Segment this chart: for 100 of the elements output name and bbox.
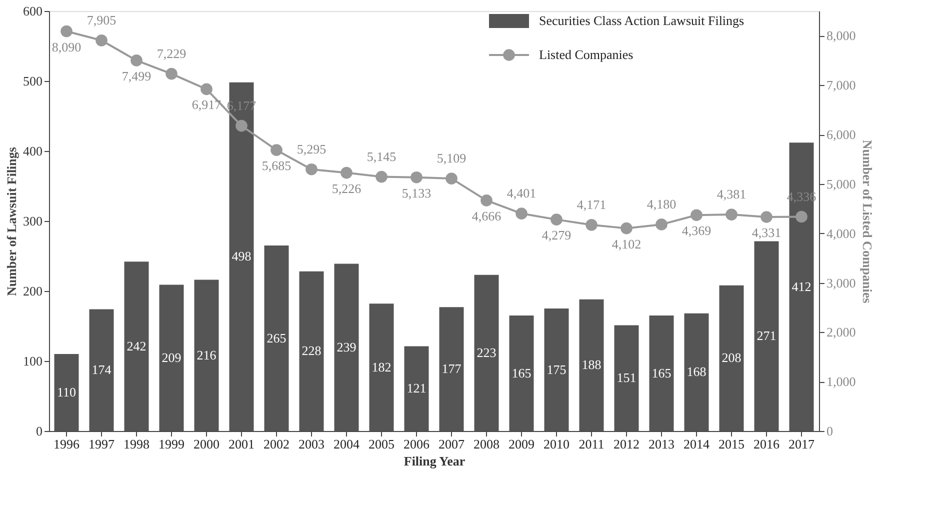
bar <box>544 308 569 431</box>
data-label: 168 <box>686 364 706 380</box>
bar <box>124 262 149 431</box>
point <box>656 218 668 230</box>
point <box>410 171 422 184</box>
y-tick-label: 300 <box>23 214 42 228</box>
data-label: 239 <box>336 339 356 354</box>
x-tick-label: 2015 <box>718 436 744 452</box>
data-label: 5,295 <box>296 141 326 156</box>
data-label: 4,279 <box>542 228 572 243</box>
data-label: 209 <box>162 350 182 365</box>
x-tick-label: 2010 <box>544 436 570 452</box>
data-label: 165 <box>512 365 532 380</box>
data-label: 6,917 <box>192 97 222 112</box>
data-label: 4,180 <box>646 196 676 212</box>
x-tick-label: 2003 <box>298 436 324 452</box>
point <box>516 208 528 220</box>
point <box>166 68 178 80</box>
bar <box>649 316 674 431</box>
y2-tick-label: 0 <box>826 424 833 438</box>
point <box>200 83 212 96</box>
point <box>480 194 492 206</box>
data-label: 165 <box>652 365 672 380</box>
data-label: 110 <box>56 384 76 400</box>
data-label: 208 <box>722 350 742 366</box>
y2-tick-label: 5,000 <box>826 176 856 192</box>
data-label: 4,369 <box>682 223 712 238</box>
data-label: 265 <box>266 330 286 346</box>
bar <box>789 142 814 431</box>
x-tick-label: 1998 <box>124 436 150 452</box>
data-label: 4,331 <box>752 225 782 240</box>
data-label: 5,109 <box>436 150 466 166</box>
data-label: 7,229 <box>156 46 186 61</box>
bar <box>579 299 604 431</box>
data-label: 8,090 <box>52 39 82 54</box>
bar <box>719 285 744 431</box>
x-tick-label: 2002 <box>264 436 290 452</box>
y-tick-label: 100 <box>23 354 42 368</box>
bar <box>89 309 114 431</box>
point <box>796 210 808 223</box>
x-tick-label: 1996 <box>54 436 80 452</box>
point <box>306 163 318 176</box>
data-label: 177 <box>442 361 462 376</box>
data-label: 228 <box>302 343 322 358</box>
bar <box>684 313 709 431</box>
bar <box>334 264 359 431</box>
bar <box>194 280 219 431</box>
bar <box>439 307 464 431</box>
data-label: 5,145 <box>366 148 396 164</box>
bar <box>229 82 254 431</box>
point <box>620 222 632 234</box>
x-tick-label: 2009 <box>508 436 534 452</box>
point <box>340 166 352 179</box>
x-tick-label: 2000 <box>194 436 220 452</box>
y2-tick-label: 6,000 <box>826 127 856 142</box>
bar <box>474 274 499 431</box>
point <box>690 209 702 222</box>
bar <box>754 241 779 431</box>
y-tick-label: 400 <box>23 144 42 158</box>
data-label: 5,226 <box>332 180 362 196</box>
y2-tick-label: 2,000 <box>826 324 856 340</box>
point <box>550 214 562 226</box>
x-tick-label: 2016 <box>754 436 780 452</box>
point <box>130 54 142 66</box>
x-tick-label: 2017 <box>788 436 815 452</box>
data-label: 5,685 <box>262 158 292 174</box>
y2-axis-title: Number of Listed Companies <box>860 140 875 304</box>
point <box>270 144 282 156</box>
bar <box>369 304 394 431</box>
data-label: 182 <box>372 359 392 374</box>
x-tick-label: 2005 <box>368 436 394 452</box>
point <box>376 170 388 183</box>
x-tick-label: 2001 <box>228 436 254 452</box>
bar <box>509 316 534 431</box>
data-label: 121 <box>406 380 426 396</box>
y2-tick-label: 1,000 <box>826 374 856 390</box>
data-label: 498 <box>232 248 252 264</box>
x-tick-label: 2004 <box>334 436 360 452</box>
y-axis-title: Number of Lawsuit Filings <box>4 147 19 296</box>
point <box>586 219 598 231</box>
data-label: 7,499 <box>122 68 152 84</box>
legend-label: Securities Class Action Lawsuit Filings <box>539 13 744 28</box>
data-label: 216 <box>196 347 217 362</box>
x-tick-label: 2013 <box>648 436 674 452</box>
y2-tick-label: 8,000 <box>826 28 856 44</box>
bar <box>404 346 429 431</box>
bar <box>159 284 184 431</box>
legend-label: Listed Companies <box>539 47 634 62</box>
point <box>726 208 738 220</box>
x-tick-label: 1997 <box>88 436 115 452</box>
x-tick-label: 1999 <box>158 436 184 452</box>
data-label: 271 <box>756 328 776 344</box>
data-label: 4,381 <box>716 186 746 202</box>
x-tick-label: 2011 <box>578 436 604 452</box>
data-label: 223 <box>476 344 496 360</box>
data-label: 151 <box>616 370 636 386</box>
point <box>236 120 248 132</box>
data-label: 242 <box>126 338 146 354</box>
bar <box>264 246 289 431</box>
bar <box>54 354 79 431</box>
